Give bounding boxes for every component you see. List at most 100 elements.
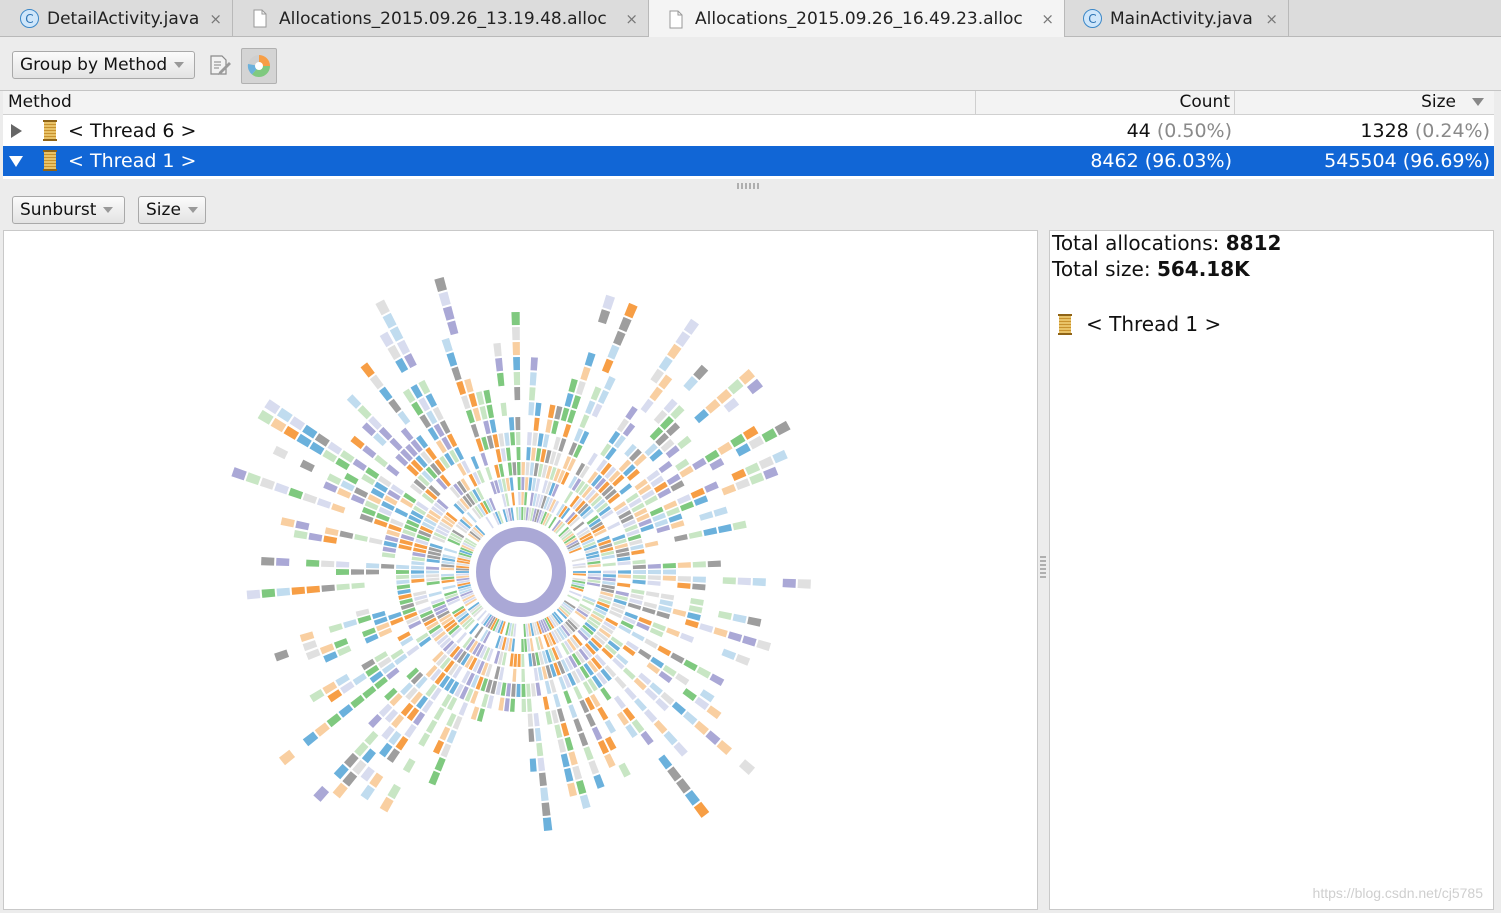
sunburst-segment[interactable] xyxy=(333,638,349,649)
sunburst-segment[interactable] xyxy=(456,380,467,396)
sunburst-segment[interactable] xyxy=(675,458,690,472)
sunburst-segment[interactable] xyxy=(410,439,423,453)
sunburst-segment[interactable] xyxy=(752,578,766,587)
sunburst-segment[interactable] xyxy=(587,640,600,652)
sunburst-segment[interactable] xyxy=(660,593,675,601)
sunburst-segment[interactable] xyxy=(437,524,450,534)
sunburst-segment[interactable] xyxy=(541,480,549,494)
sunburst-segment[interactable] xyxy=(526,698,533,712)
sunburst-segment[interactable] xyxy=(631,588,645,595)
sunburst-segment[interactable] xyxy=(471,507,482,520)
sunburst-segment[interactable] xyxy=(370,487,385,499)
sunburst-segment[interactable] xyxy=(617,561,631,566)
sunburst-segment[interactable] xyxy=(483,420,491,435)
sunburst-segment[interactable] xyxy=(567,782,578,797)
sunburst-segment[interactable] xyxy=(461,544,474,552)
sunburst-segment[interactable] xyxy=(426,580,440,586)
sunburst-segment[interactable] xyxy=(513,357,520,371)
sunburst-segment[interactable] xyxy=(378,506,393,517)
sunburst-segment[interactable] xyxy=(581,538,595,546)
sunburst-segment[interactable] xyxy=(763,466,779,480)
sunburst-segment[interactable] xyxy=(592,524,605,534)
sunburst-segment[interactable] xyxy=(584,489,596,501)
sunburst-segment[interactable] xyxy=(619,483,633,495)
sunburst-segment[interactable] xyxy=(721,483,737,496)
sunburst-segment[interactable] xyxy=(518,507,521,521)
sunburst-segment[interactable] xyxy=(607,492,621,504)
sunburst-segment[interactable] xyxy=(531,652,537,667)
sunburst-segment[interactable] xyxy=(613,695,626,710)
sunburst-segment[interactable] xyxy=(600,550,615,557)
sunburst-segment[interactable] xyxy=(384,495,398,506)
sunburst-segment[interactable] xyxy=(430,597,445,605)
sunburst-segment[interactable] xyxy=(551,647,560,661)
sunburst-segment[interactable] xyxy=(588,616,601,626)
sunburst-segment[interactable] xyxy=(443,660,455,673)
sunburst-segment[interactable] xyxy=(571,478,582,491)
sunburst-segment[interactable] xyxy=(314,722,330,737)
sunburst-segment[interactable] xyxy=(523,623,527,637)
sunburst-segment[interactable] xyxy=(296,433,312,448)
sunburst-segment[interactable] xyxy=(541,464,548,478)
sunburst-segment[interactable] xyxy=(425,683,437,697)
sunburst-segment[interactable] xyxy=(584,621,597,633)
sunburst-segment[interactable] xyxy=(404,524,418,533)
sunburst-segment[interactable] xyxy=(264,399,281,415)
sunburst-segment[interactable] xyxy=(340,681,355,694)
sunburst-segment[interactable] xyxy=(699,623,714,633)
sunburst-segment[interactable] xyxy=(302,731,319,747)
sunburst-segment[interactable] xyxy=(402,529,416,537)
sunburst-segment[interactable] xyxy=(342,771,358,787)
sunburst-segment[interactable] xyxy=(508,638,513,652)
sunburst-segment[interactable] xyxy=(534,509,540,523)
sunburst-segment[interactable] xyxy=(620,620,634,630)
sunburst-segment[interactable] xyxy=(497,620,504,634)
sunburst-segment[interactable] xyxy=(590,613,604,623)
sunburst-segment[interactable] xyxy=(624,302,638,319)
sunburst-segment[interactable] xyxy=(261,588,276,598)
sunburst-segment[interactable] xyxy=(551,630,560,644)
sunburst-segment[interactable] xyxy=(326,473,342,486)
sunburst-segment[interactable] xyxy=(554,405,563,420)
sunburst-segment[interactable] xyxy=(413,590,427,597)
sunburst-segment[interactable] xyxy=(464,537,477,546)
sunburst-segment[interactable] xyxy=(558,606,570,618)
sunburst-segment[interactable] xyxy=(638,648,652,660)
sunburst-segment[interactable] xyxy=(629,448,642,462)
sunburst-segment[interactable] xyxy=(433,631,446,642)
sunburst-segment[interactable] xyxy=(602,562,616,567)
sunburst-segment[interactable] xyxy=(562,423,572,438)
sunburst-segment[interactable] xyxy=(699,689,715,703)
sunburst-segment[interactable] xyxy=(556,608,568,620)
sunburst-segment[interactable] xyxy=(411,574,425,579)
sunburst-segment[interactable] xyxy=(584,643,596,655)
sunburst-segment[interactable] xyxy=(411,565,425,570)
sunburst-segment[interactable] xyxy=(444,590,458,597)
sunburst-segment[interactable] xyxy=(590,386,602,401)
sunburst-segment[interactable] xyxy=(465,672,475,686)
sunburst-segment[interactable] xyxy=(544,680,552,695)
sunburst-segment[interactable] xyxy=(560,507,571,520)
sunburst-segment[interactable] xyxy=(604,488,617,501)
sunburst-segment[interactable] xyxy=(505,683,512,697)
sunburst-segment[interactable] xyxy=(476,469,485,484)
sunburst-segment[interactable] xyxy=(359,513,374,523)
sunburst-segment[interactable] xyxy=(644,687,658,701)
sunburst-segment[interactable] xyxy=(355,608,370,617)
column-header-method[interactable]: Method xyxy=(3,91,976,114)
sunburst-segment[interactable] xyxy=(464,619,475,631)
sunburst-segment[interactable] xyxy=(469,530,481,541)
sunburst-segment[interactable] xyxy=(622,422,636,437)
sunburst-segment[interactable] xyxy=(386,667,400,680)
sunburst-segment[interactable] xyxy=(438,613,452,623)
sunburst-segment[interactable] xyxy=(309,441,325,455)
sunburst-segment[interactable] xyxy=(418,732,431,747)
sunburst-segment[interactable] xyxy=(495,448,502,463)
sunburst-segment[interactable] xyxy=(442,554,456,560)
sunburst-segment[interactable] xyxy=(400,636,414,647)
sunburst-segment[interactable] xyxy=(615,653,629,666)
sunburst-segment[interactable] xyxy=(461,592,474,600)
sunburst-segment[interactable] xyxy=(516,462,521,476)
sunburst-segment[interactable] xyxy=(410,510,424,520)
sunburst-segment[interactable] xyxy=(327,689,343,703)
